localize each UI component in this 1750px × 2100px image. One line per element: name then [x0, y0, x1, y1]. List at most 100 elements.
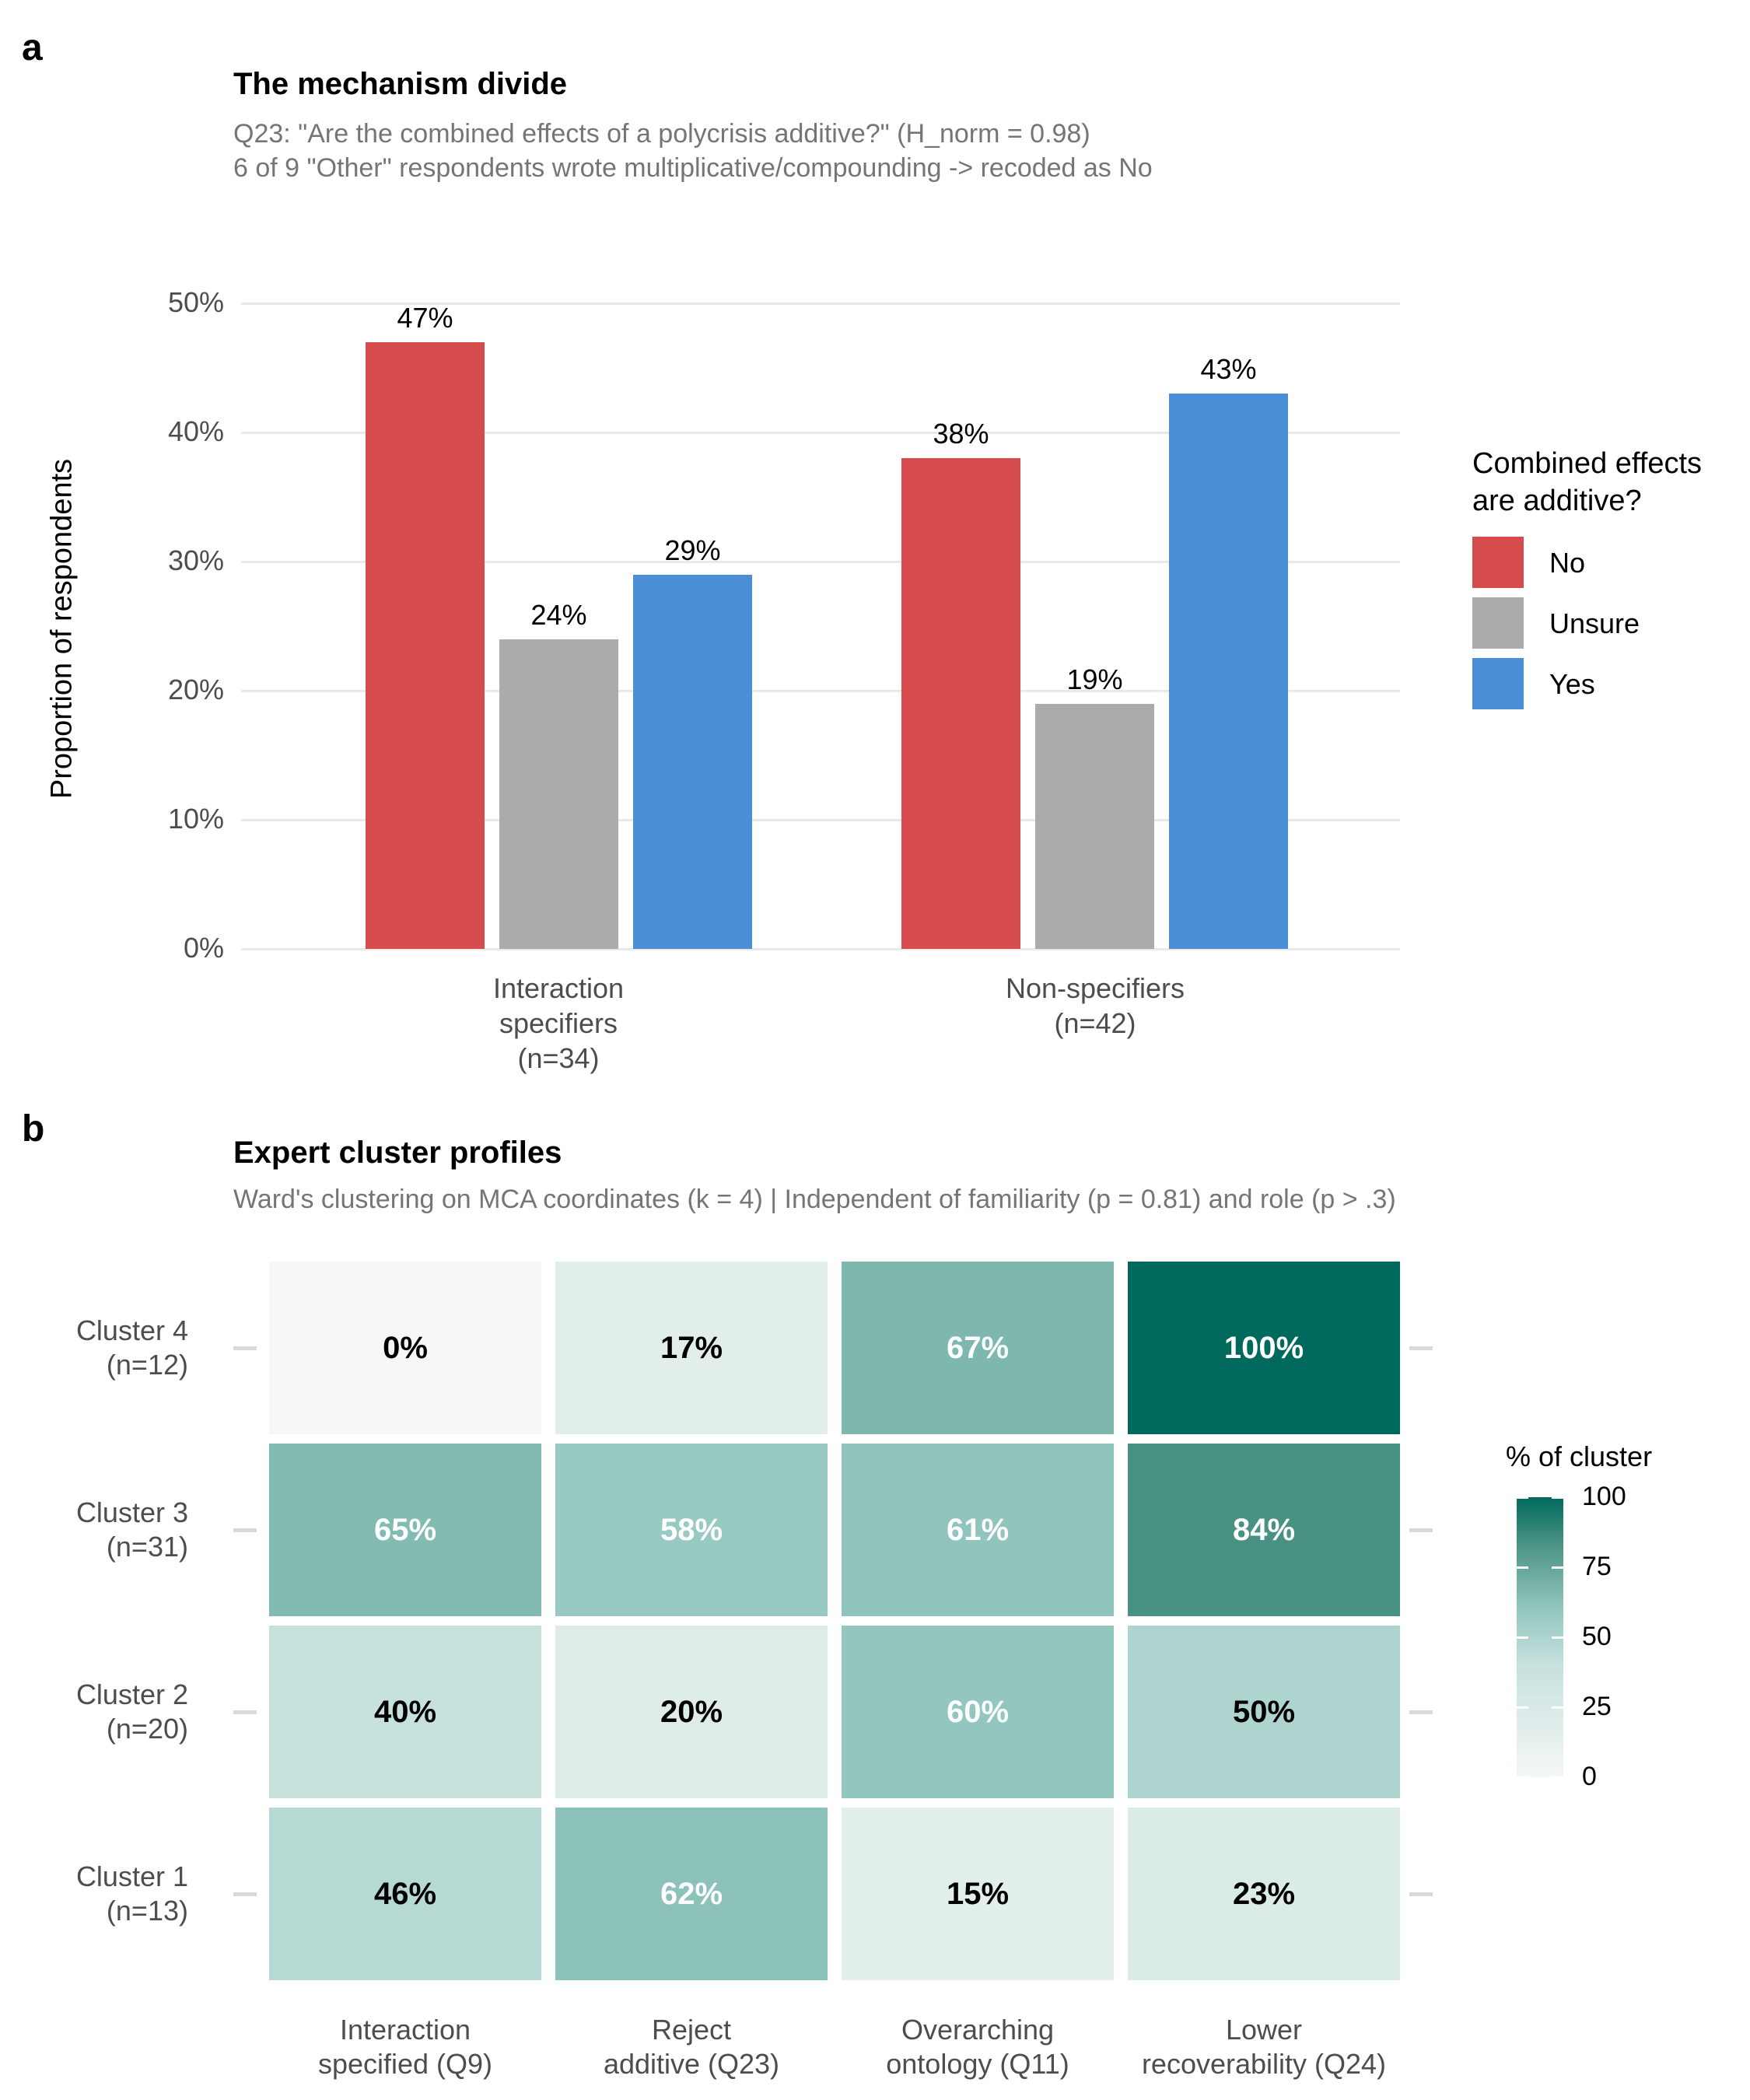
row-tick-left — [233, 1346, 257, 1350]
y-tick-label-10%: 10% — [167, 803, 224, 835]
heatmap-row-label-line: (n=12) — [106, 1349, 188, 1381]
heatmap-row-label-line: (n=31) — [106, 1531, 188, 1563]
x-axis-group-label-2: Non-specifiers (n=42) — [901, 971, 1290, 1041]
colorbar-tick-left — [1517, 1706, 1528, 1709]
gridline-30% — [241, 561, 1400, 563]
y-tick-label-0%: 0% — [183, 932, 224, 964]
heatmap-row-label-4: Cluster 4 (n=12) — [16, 1314, 188, 1382]
heatmap-row-label-line: Cluster 3 — [75, 1496, 188, 1528]
row-tick-left — [233, 1528, 257, 1532]
heatmap-row-label-line: (n=20) — [106, 1713, 188, 1745]
heatmap-cell: 17% — [555, 1262, 828, 1434]
panel-b-title: Expert cluster profiles — [233, 1136, 562, 1170]
heatmap-cell: 61% — [842, 1444, 1114, 1616]
bar-value-label: 19% — [1066, 663, 1123, 695]
bar-legend-title-line1: Combined effects — [1472, 447, 1703, 480]
colorbar-tick-left — [1517, 1776, 1528, 1779]
bar-no-group2 — [901, 458, 1020, 949]
colorbar-tick-left — [1517, 1636, 1528, 1639]
bar-value-label: 47% — [397, 301, 453, 334]
colorbar-tick-left — [1517, 1566, 1528, 1569]
heatmap-column-label-line: specified (Q9) — [317, 2048, 493, 2080]
gridline-20% — [241, 690, 1400, 692]
heatmap-column-label-line: Reject — [651, 2014, 732, 2046]
heatmap-cell: 40% — [269, 1626, 541, 1798]
heatmap-column-label-1: Interaction specified (Q9) — [230, 2013, 580, 2081]
x-axis-group-label-line: specifiers — [499, 1007, 618, 1039]
bar-yes-group1 — [633, 574, 752, 949]
colorbar-tick-label-0: 0 — [1582, 1762, 1597, 1791]
x-axis-group-label-line: (n=42) — [1054, 1007, 1136, 1039]
heatmap-column-label-line: Interaction — [339, 2014, 471, 2046]
x-axis-group-label-line: Interaction — [492, 972, 625, 1004]
bar-legend-title-line2: are additive? — [1472, 485, 1642, 517]
legend-key-unsure — [1472, 597, 1524, 649]
heatmap-column-label-line: recoverability (Q24) — [1141, 2048, 1387, 2080]
colorbar-title: % of cluster — [1506, 1440, 1653, 1472]
panel-b-letter: b — [22, 1108, 45, 1150]
bar-value-label: 43% — [1200, 353, 1257, 386]
heatmap-cell: 100% — [1128, 1262, 1400, 1434]
heatmap-row-label-line: (n=13) — [106, 1895, 188, 1927]
panel-a-letter: a — [22, 27, 43, 68]
legend-key-yes — [1472, 658, 1524, 709]
legend-key-no — [1472, 537, 1524, 588]
bar-yes-group2 — [1169, 394, 1288, 949]
heatmap-column-label-line: additive (Q23) — [603, 2048, 780, 2080]
gridline-50% — [241, 303, 1400, 305]
bar-no-group1 — [366, 341, 485, 949]
heatmap-cell: 58% — [555, 1444, 828, 1616]
panel-a-title: The mechanism divide — [233, 67, 568, 101]
heatmap-row-label-3: Cluster 3 (n=31) — [16, 1496, 188, 1564]
gridline-10% — [241, 819, 1400, 821]
heatmap-column-label-3: Overarching ontology (Q11) — [803, 2013, 1153, 2081]
panel-a-subtitle-line1: Q23: "Are the combined effects of a poly… — [233, 119, 1090, 149]
y-axis-title: Proportion of respondents — [45, 458, 79, 800]
x-axis-group-label-1: Interaction specifiers (n=34) — [364, 971, 753, 1076]
heatmap-cell: 60% — [842, 1626, 1114, 1798]
heatmap-column-label-line: ontology (Q11) — [886, 2048, 1069, 2080]
row-tick-right — [1409, 1528, 1433, 1532]
row-tick-right — [1409, 1892, 1433, 1896]
heatmap-row-label-line: Cluster 1 — [75, 1860, 188, 1892]
heatmap-cell: 46% — [269, 1808, 541, 1980]
heatmap-cell: 15% — [842, 1808, 1114, 1980]
legend-label-no: No — [1549, 547, 1586, 579]
colorbar-tick-label-50: 50 — [1582, 1622, 1612, 1651]
y-tick-label-40%: 40% — [167, 415, 224, 447]
gridline-0% — [241, 948, 1400, 950]
legend-label-yes: Yes — [1549, 668, 1595, 700]
bar-value-label: 38% — [933, 418, 989, 450]
bar-unsure-group1 — [499, 639, 618, 949]
heatmap-column-label-line: Lower — [1225, 2014, 1303, 2046]
heatmap-cell: 23% — [1128, 1808, 1400, 1980]
bar-unsure-group2 — [1035, 703, 1154, 949]
heatmap-cell: 62% — [555, 1808, 828, 1980]
colorbar-tick-label-75: 75 — [1582, 1552, 1612, 1581]
y-tick-label-20%: 20% — [167, 674, 224, 705]
panel-b-subtitle: Ward's clustering on MCA coordinates (k … — [233, 1185, 1396, 1214]
row-tick-left — [233, 1710, 257, 1714]
row-tick-right — [1409, 1710, 1433, 1714]
row-tick-left — [233, 1892, 257, 1896]
colorbar-tick-label-100: 100 — [1582, 1482, 1626, 1511]
colorbar-tick-label-25: 25 — [1582, 1692, 1612, 1721]
heatmap-row-label-1: Cluster 1 (n=13) — [16, 1860, 188, 1928]
y-tick-label-50%: 50% — [167, 286, 224, 318]
bar-value-label: 24% — [530, 598, 587, 631]
heatmap-cell: 20% — [555, 1626, 828, 1798]
heatmap-cell: 65% — [269, 1444, 541, 1616]
heatmap-column-label-2: Reject additive (Q23) — [516, 2013, 866, 2081]
heatmap-cell: 50% — [1128, 1626, 1400, 1798]
colorbar-tick-left — [1517, 1496, 1528, 1499]
y-tick-label-30%: 30% — [167, 544, 224, 576]
heatmap-column-label-4: Lower recoverability (Q24) — [1089, 2013, 1439, 2081]
colorbar-tick-right — [1552, 1566, 1563, 1569]
colorbar-tick-right — [1552, 1496, 1563, 1499]
heatmap-cell: 0% — [269, 1262, 541, 1434]
x-axis-group-label-line: (n=34) — [517, 1042, 600, 1074]
bar-legend-title: Combined effects are additive? — [1472, 445, 1702, 520]
row-tick-right — [1409, 1346, 1433, 1350]
colorbar-tick-right — [1552, 1776, 1563, 1779]
colorbar-tick-right — [1552, 1636, 1563, 1639]
